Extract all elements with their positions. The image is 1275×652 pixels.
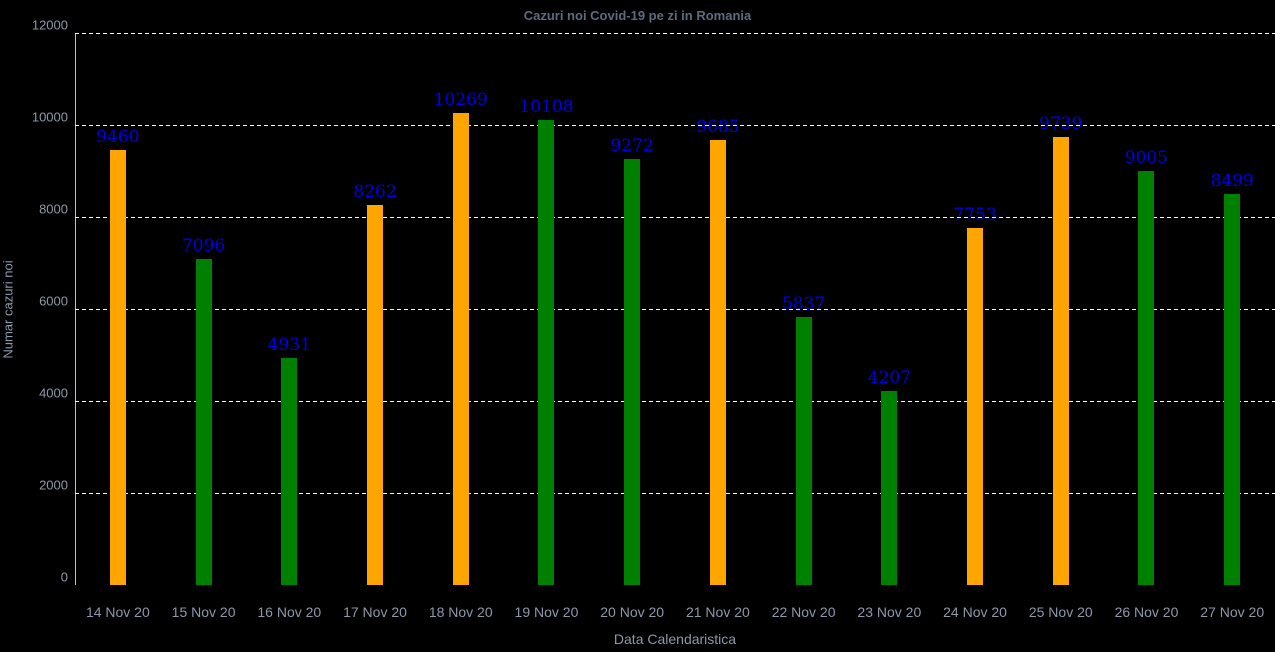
bar-column: 4931 <box>246 33 332 585</box>
y-tick-labels: 0 2000 4000 6000 8000 10000 12000 <box>0 18 68 585</box>
bar <box>1224 194 1241 585</box>
bar-column: 9739 <box>1018 33 1104 585</box>
x-tick-label: 15 Nov 20 <box>171 604 236 620</box>
x-tick-label: 14 Nov 20 <box>85 604 150 620</box>
bar-column: 8262 <box>332 33 418 585</box>
bar-column: 9685 <box>675 33 761 585</box>
bar-value-label: 9272 <box>610 135 654 156</box>
x-tick-label: 26 Nov 20 <box>1114 604 1179 620</box>
bar <box>795 316 812 585</box>
x-tick-label: 23 Nov 20 <box>857 604 922 620</box>
chart-title: Cazuri noi Covid-19 pe zi in Romania <box>523 8 752 23</box>
y-tick-label: 12000 <box>31 17 68 33</box>
plot-area: 9460 7096 4931 8262 10269 10108 9272 9685 5837 42… <box>75 32 1275 585</box>
bar-column: 7753 <box>932 33 1018 585</box>
bar <box>452 112 469 585</box>
y-tick-label: 0 <box>60 569 68 585</box>
bar <box>709 139 726 585</box>
bar-column: 4207 <box>846 33 932 585</box>
bar <box>881 391 898 585</box>
gridline <box>75 400 1275 402</box>
bar-column: 9460 <box>75 33 161 585</box>
bar-value-label: 4207 <box>867 368 911 389</box>
bar-value-label: 9739 <box>1039 114 1083 135</box>
bar-value-label: 5837 <box>781 293 826 314</box>
bar-column: 10269 <box>418 33 504 585</box>
bar <box>367 204 384 585</box>
y-tick-label: 4000 <box>39 385 68 401</box>
x-tick-label: 17 Nov 20 <box>343 604 407 620</box>
bar <box>538 120 555 585</box>
bar-column: 9005 <box>1104 33 1190 585</box>
bar-value-label: 9005 <box>1124 147 1169 168</box>
y-tick-label: 6000 <box>39 293 68 309</box>
bar-column: 8499 <box>1189 33 1275 585</box>
x-tick-label: 16 Nov 20 <box>257 604 322 620</box>
x-tick-label: 18 Nov 20 <box>428 604 493 620</box>
bar <box>109 149 126 585</box>
gridline <box>75 32 1275 34</box>
y-tick-label: 2000 <box>39 477 68 493</box>
x-tick-label: 22 Nov 20 <box>771 604 836 620</box>
x-tick-label: 19 Nov 20 <box>514 604 579 620</box>
bar <box>281 358 298 585</box>
x-axis-label: Data Calendaristica <box>613 631 737 647</box>
bar <box>967 228 984 585</box>
bar-column: 10108 <box>504 33 590 585</box>
bar-columns: 9460 7096 4931 8262 10269 10108 9272 9685 5837 42… <box>75 33 1275 585</box>
x-tick-label: 24 Nov 20 <box>943 604 1007 620</box>
bar-value-label: 10108 <box>519 97 574 118</box>
x-tick-label: 20 Nov 20 <box>600 604 665 620</box>
x-tick-label: 27 Nov 20 <box>1200 604 1265 620</box>
bar-value-label: 9685 <box>696 116 740 137</box>
gridline <box>75 124 1275 126</box>
bar <box>1052 137 1069 585</box>
gridline <box>75 216 1275 218</box>
x-tick-label: 25 Nov 20 <box>1028 604 1093 620</box>
x-tick-labels: 14 Nov 20 15 Nov 20 16 Nov 20 17 Nov 20 18 N… <box>75 604 1275 620</box>
bar-value-label: 9460 <box>96 126 140 147</box>
bar-value-label: 7096 <box>181 235 226 256</box>
gridline <box>75 308 1275 310</box>
bar-value-label: 8499 <box>1210 171 1254 192</box>
bar-value-label: 8262 <box>353 181 397 202</box>
bar-column: 9272 <box>589 33 675 585</box>
y-tick-label: 8000 <box>39 201 68 217</box>
x-tick-label: 21 Nov 20 <box>685 604 750 620</box>
bar-value-label: 10269 <box>433 89 488 110</box>
bar <box>1138 170 1155 585</box>
bar-value-label: 7753 <box>953 205 997 226</box>
bar-value-label: 4931 <box>267 335 311 356</box>
gridline <box>75 492 1275 494</box>
bar <box>195 258 212 585</box>
y-tick-label: 10000 <box>31 109 68 125</box>
bar <box>624 158 641 585</box>
bar-column: 7096 <box>161 33 247 585</box>
